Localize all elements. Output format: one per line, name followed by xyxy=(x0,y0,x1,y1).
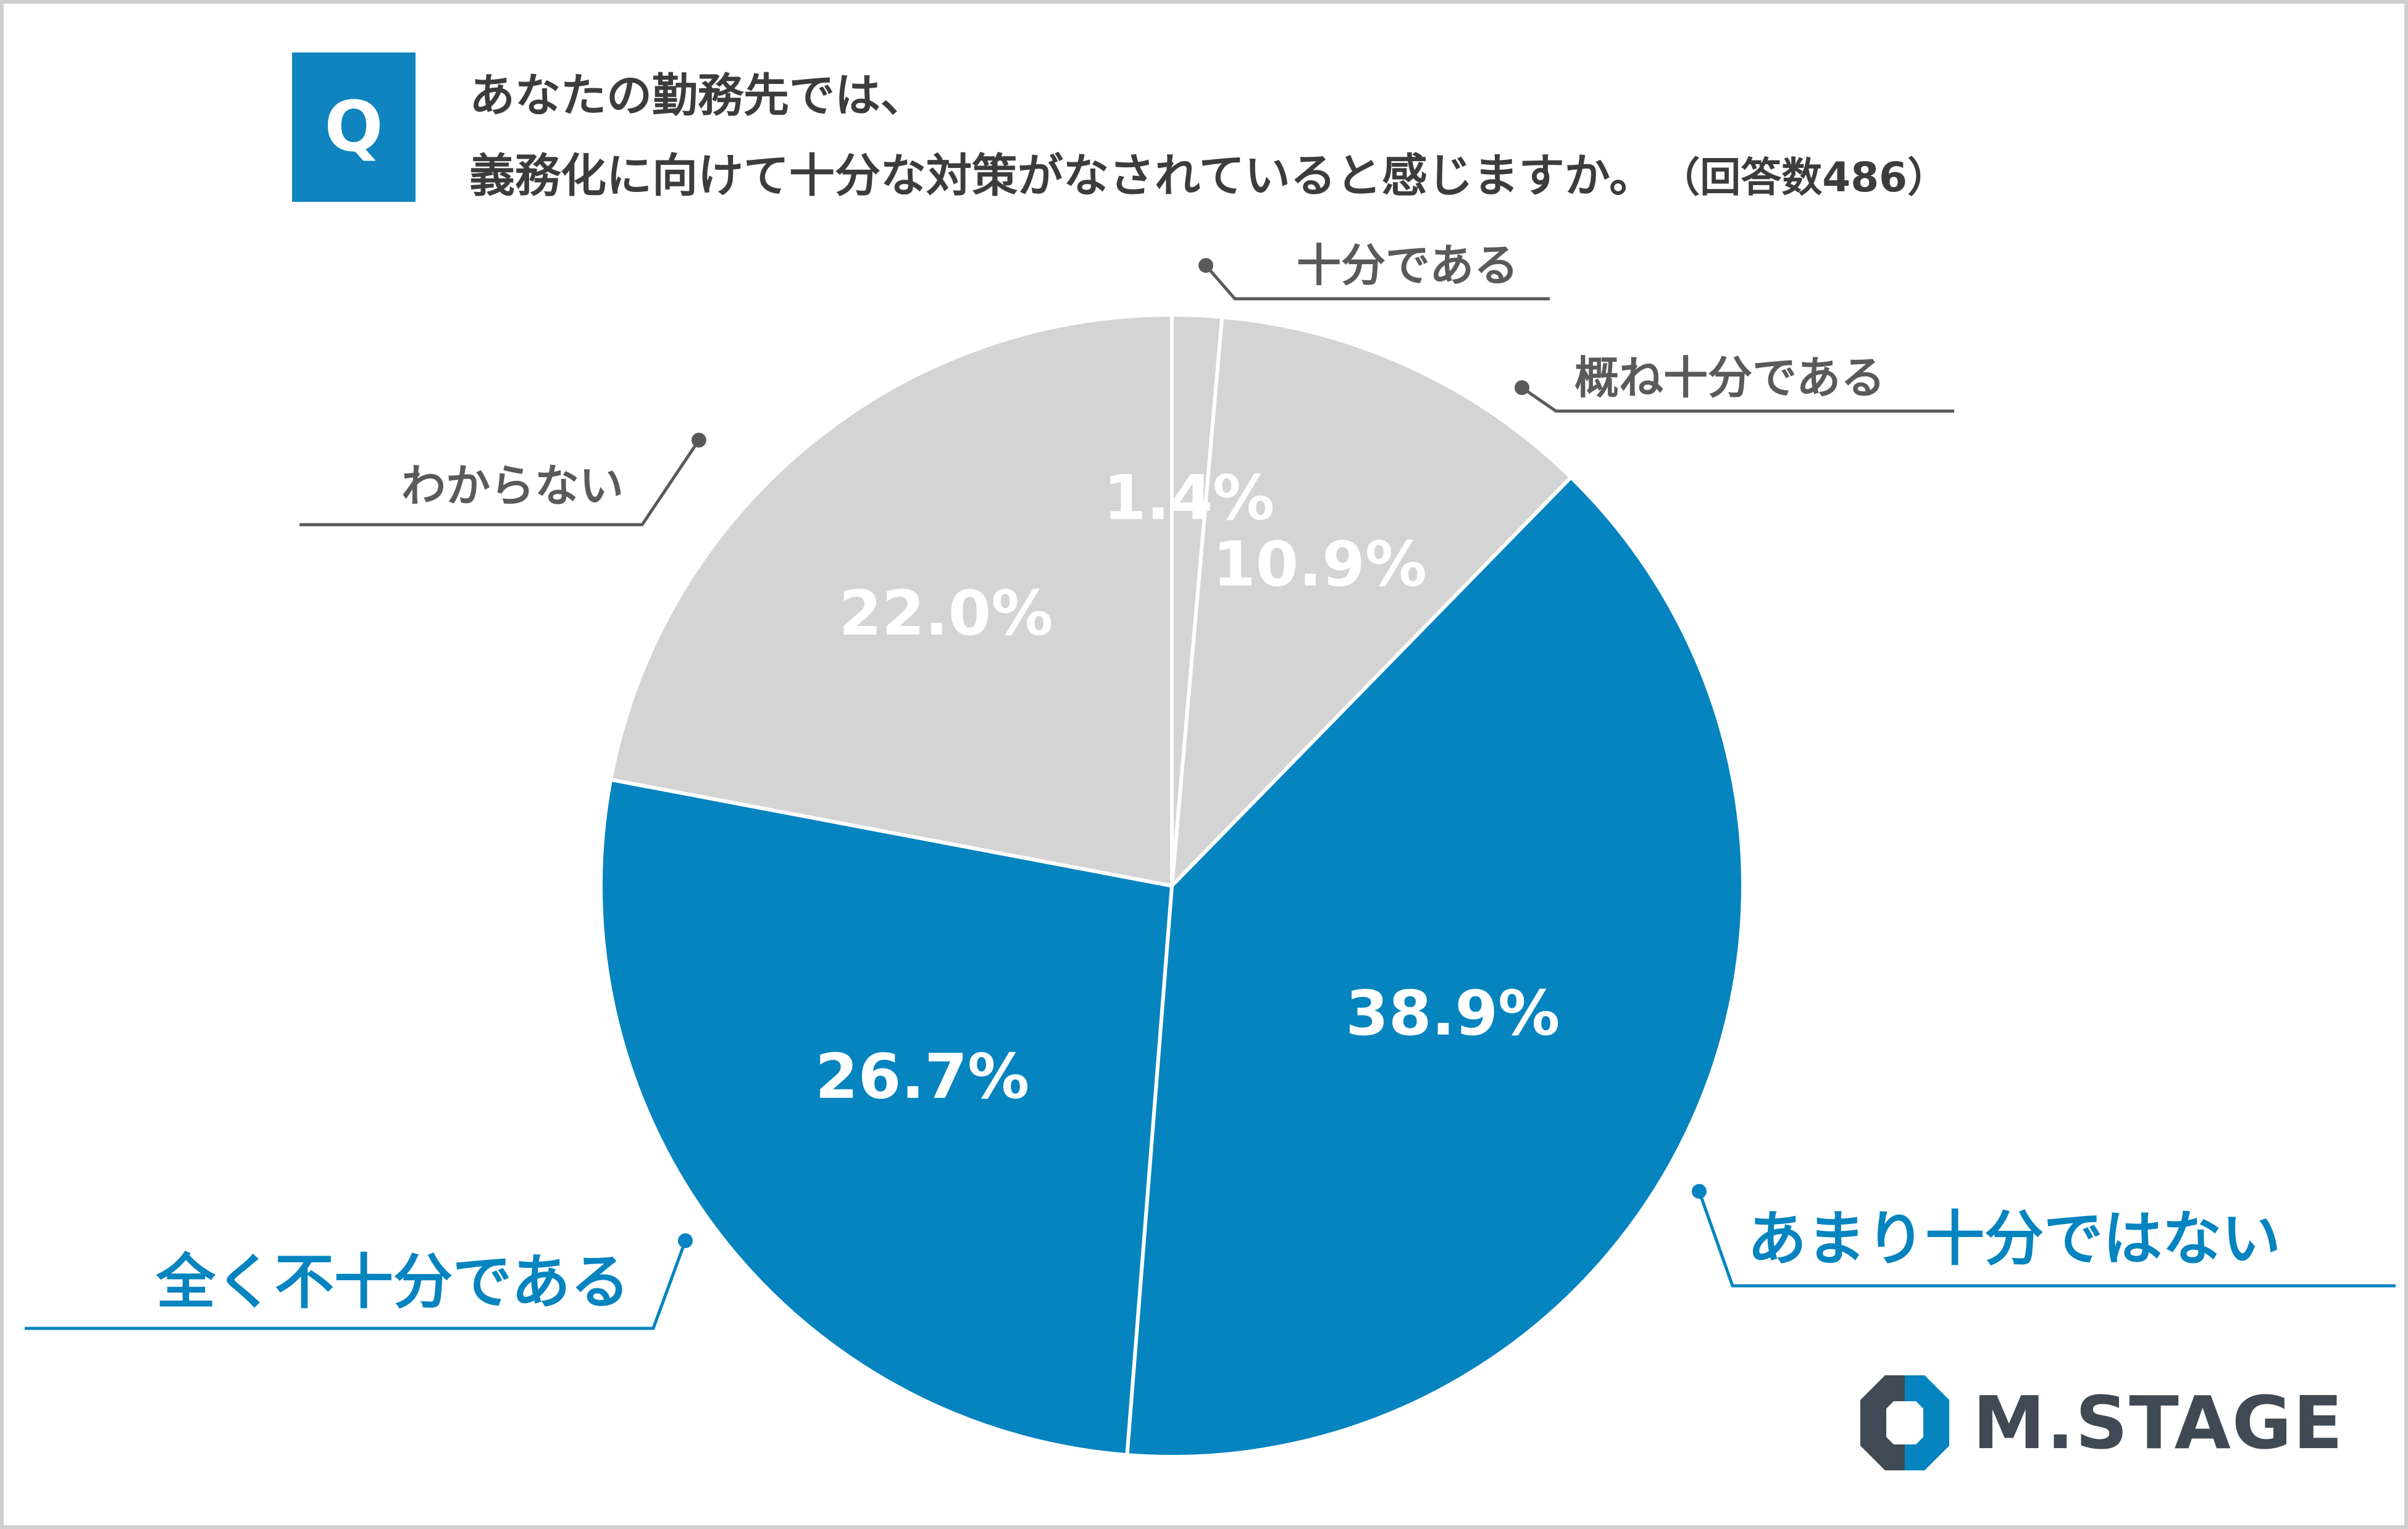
m-stage-logo-icon xyxy=(1860,1375,1949,1470)
callout-line-1 xyxy=(1205,264,1550,301)
percent-label-1: 1.4% xyxy=(1103,462,1274,534)
percent-labels: 1.4%10.9% 38.9% 26.7% 22.0% xyxy=(815,462,1560,1112)
logo-text: M.STAGE xyxy=(1973,1380,2344,1465)
category-label-4: 全く不十分である xyxy=(156,1248,630,1317)
pie-slice-3 xyxy=(1125,475,1745,1459)
question-line-1: あなたの勤務先では、 xyxy=(469,69,926,122)
callout-line-2 xyxy=(1521,386,1954,413)
question-badge: Q xyxy=(292,52,416,202)
pie-slices xyxy=(599,312,1745,1459)
question-line-2: 義務化に向けて十分な対策がなされていると感じますか。 （回答数486） xyxy=(469,136,1948,218)
pie-slice-2 xyxy=(1169,315,1574,891)
pie-slice-4 xyxy=(599,777,1174,1457)
brand-logo: M.STAGE xyxy=(1855,1370,2344,1475)
callout-line-5 xyxy=(299,439,701,527)
pie-slice-5 xyxy=(608,312,1174,888)
percent-label-2: 10.9% xyxy=(1213,528,1427,600)
percent-label-4: 26.7% xyxy=(815,1040,1029,1112)
percent-label-5: 22.0% xyxy=(839,577,1053,649)
category-label-2: 概ね十分である xyxy=(1574,352,1885,404)
percent-label-3: 38.9% xyxy=(1345,977,1560,1049)
question-line-2-text: 義務化に向けて十分な対策がなされていると感じますか。 xyxy=(469,149,1655,202)
response-count: （回答数486） xyxy=(1679,154,1949,201)
callout-line-4 xyxy=(25,1240,687,1330)
callout-line-3 xyxy=(1697,1191,2396,1288)
category-label-3: あまり十分ではない xyxy=(1747,1204,2281,1273)
category-label-1: 十分である xyxy=(1297,240,1518,291)
question-text: あなたの勤務先では、 義務化に向けて十分な対策がなされていると感じますか。 （回答… xyxy=(469,56,1948,218)
category-label-5: わからない xyxy=(401,460,624,512)
